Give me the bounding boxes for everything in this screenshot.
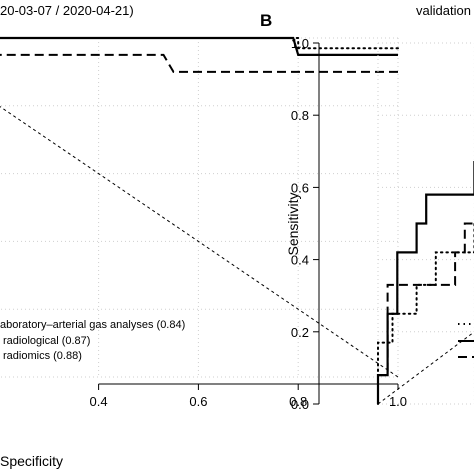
panel-b: 0.00.20.00.20.40.60.81.0BvalidationSensi… <box>260 3 474 412</box>
x-tick-label: 0.6 <box>189 394 207 409</box>
panel-letter-b: B <box>260 11 272 30</box>
series-line-dashed <box>0 53 398 73</box>
y-tick-label: 1.0 <box>291 36 309 51</box>
y-axis-title: Sensitivity <box>285 192 301 255</box>
x-tick-label: 1.0 <box>389 394 407 409</box>
panel-a: 0.4 0.6 0.8 1.0 20-03-07 / 2020-04-21) Specif… <box>0 3 407 469</box>
x-tick-label: 0.8 <box>289 394 307 409</box>
series-line-dotted <box>0 37 399 50</box>
series-line-dashed <box>377 222 474 404</box>
y-tick-label: 0.2 <box>291 325 309 340</box>
panel-title-a: 20-03-07 / 2020-04-21) <box>0 3 134 18</box>
legend-label: aboratory–arterial gas analyses (0.84) <box>0 319 185 331</box>
x-axis-title: Specificity <box>0 453 63 469</box>
y-tick-label: 0.8 <box>291 108 309 123</box>
chance-diagonal <box>0 106 399 378</box>
y-tick-label: 0.6 <box>291 180 309 195</box>
series-line-dotted <box>377 222 474 405</box>
legend-label: radiological (0.87) <box>3 335 90 347</box>
y-tick-label: 0.0 <box>291 397 309 412</box>
y-tick-label: 0.4 <box>291 253 309 268</box>
series-line-solid <box>0 36 398 56</box>
panel-title-b: validation <box>416 3 471 18</box>
series-line-solid <box>376 161 474 404</box>
legend-label: radiomics (0.88) <box>3 350 82 362</box>
x-tick-label: 0.4 <box>90 394 108 409</box>
